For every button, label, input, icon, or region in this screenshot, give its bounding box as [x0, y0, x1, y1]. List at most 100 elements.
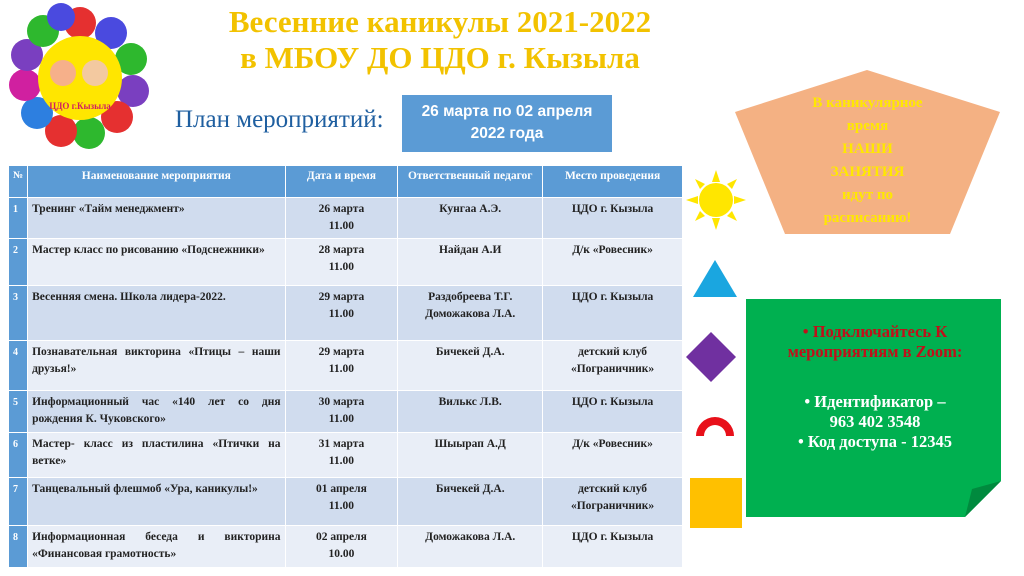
- place-line: детский клуб: [578, 483, 648, 495]
- events-table: № Наименование мероприятия Дата и время …: [7, 165, 683, 568]
- event-teacher: Бичекей Д.А.: [397, 477, 544, 526]
- arch-icon: [696, 417, 734, 436]
- page-title: Весенние каникулы 2021-2022 в МБОУ ДО ЦД…: [160, 4, 720, 76]
- teacher-name: Кунгаа А.Э.: [439, 203, 502, 215]
- schedule-note: В каникулярное время НАШИ ЗАНЯТИЯ идут п…: [775, 92, 960, 230]
- header-teacher: Ответственный педагог: [397, 165, 544, 198]
- event-place: ЦДО г. Кызыла: [542, 525, 683, 568]
- header-num: №: [7, 165, 29, 198]
- event-name: Информационная беседа и викторина «Финан…: [27, 525, 286, 568]
- teacher-name: Бичекей Д.А.: [435, 483, 505, 495]
- event-datetime: 26 марта 11.00: [284, 197, 399, 239]
- event-time: 11.00: [328, 308, 355, 320]
- table-row: 7 Танцевальный флешмоб «Ура, каникулы!» …: [7, 477, 683, 526]
- place-line: ЦДО г. Кызыла: [571, 203, 654, 215]
- event-teacher: Вилькс Л.В.: [397, 390, 544, 433]
- event-place: ЦДО г. Кызыла: [542, 285, 683, 341]
- event-time: 11.00: [328, 261, 355, 273]
- note-line: расписанию!: [823, 210, 912, 226]
- place-line: ЦДО г. Кызыла: [571, 396, 654, 408]
- row-number: 1: [7, 197, 29, 239]
- event-teacher: Бичекей Д.А.: [397, 340, 544, 391]
- event-datetime: 30 марта 11.00: [284, 390, 399, 433]
- event-time: 11.00: [328, 413, 355, 425]
- logo-petals: [9, 3, 149, 149]
- teacher-name: Шыырап А.Д: [434, 438, 506, 450]
- zoom-connect-label: Подключайтесь К мероприятиям в Zoom:: [787, 322, 963, 361]
- event-name: Информационный час «140 лет со дня рожде…: [27, 390, 286, 433]
- event-teacher: Доможакова Л.А.: [397, 525, 544, 568]
- note-line: идут по: [842, 187, 893, 203]
- date-range: 26 марта по 02 апреля: [421, 103, 593, 120]
- zoom-code-text: Код доступа - 12345: [807, 432, 953, 451]
- event-datetime: 02 апреля 10.00: [284, 525, 399, 568]
- event-datetime: 29 марта 11.00: [284, 285, 399, 341]
- event-place: Д/к «Ровесник»: [542, 238, 683, 286]
- place-line-2: «Пограничник»: [570, 500, 655, 512]
- date-year: 2022 года: [470, 125, 544, 142]
- event-date: 02 апреля: [316, 531, 367, 543]
- zoom-info: • Подключайтесь К мероприятиям в Zoom: •…: [760, 322, 990, 452]
- event-time: 11.00: [328, 363, 355, 375]
- logo: ЦДО г.Кызыла: [9, 3, 149, 149]
- header-name: Наименование мероприятия: [27, 165, 286, 198]
- event-place: детский клуб «Пограничник»: [542, 477, 683, 526]
- event-date: 30 марта: [318, 396, 365, 408]
- header-place: Место проведения: [542, 165, 683, 198]
- zoom-info-card: [746, 299, 1001, 517]
- event-teacher: Найдан А.И: [397, 238, 544, 286]
- note-line: НАШИ: [842, 141, 893, 157]
- row-number: 8: [7, 525, 29, 568]
- place-line-2: «Пограничник»: [570, 363, 655, 375]
- event-time: 11.00: [328, 455, 355, 467]
- table-row: 1 Тренинг «Тайм менеджмент» 26 марта 11.0…: [7, 197, 683, 239]
- row-number: 5: [7, 390, 29, 433]
- event-name: Мастер- класс из пластилина «Птички на в…: [27, 432, 286, 478]
- note-line: ЗАНЯТИЯ: [830, 164, 905, 180]
- table-row: 4 Познавательная викторина «Птицы – наши…: [7, 340, 683, 391]
- event-datetime: 01 апреля 11.00: [284, 477, 399, 526]
- event-place: Д/к «Ровесник»: [542, 432, 683, 478]
- event-name: Весенняя смена. Школа лидера-2022.: [27, 285, 286, 341]
- pentagon-shape: [735, 70, 1000, 234]
- event-name: Мастер класс по рисованию «Подснежники»: [27, 238, 286, 286]
- triangle-icon: [693, 260, 737, 297]
- table-row: 3 Весенняя смена. Школа лидера-2022. 29 …: [7, 285, 683, 341]
- table-row: 2 Мастер класс по рисованию «Подснежники…: [7, 238, 683, 286]
- event-date: 31 марта: [318, 438, 365, 450]
- event-teacher: Раздобреева Т.Г. Доможакова Л.А.: [397, 285, 544, 341]
- event-place: ЦДО г. Кызыла: [542, 390, 683, 433]
- zoom-connect-text: • Подключайтесь К мероприятиям в Zoom:: [787, 322, 963, 361]
- teacher-name: Раздобреева Т.Г.: [428, 291, 513, 303]
- event-time: 10.00: [328, 548, 355, 560]
- note-line: время: [846, 118, 889, 134]
- row-number: 3: [7, 285, 29, 341]
- square-icon: [690, 478, 742, 528]
- diamond-icon: [686, 332, 736, 382]
- place-line: ЦДО г. Кызыла: [571, 291, 654, 303]
- teacher-name: Бичекей Д.А.: [435, 346, 505, 358]
- teacher-name: Вилькс Л.В.: [438, 396, 502, 408]
- event-time: 11.00: [328, 500, 355, 512]
- event-name: Познавательная викторина «Птицы – наши д…: [27, 340, 286, 391]
- table-row: 5 Информационный час «140 лет со дня рож…: [7, 390, 683, 433]
- sun-icon: [686, 170, 746, 230]
- event-date: 29 марта: [318, 291, 365, 303]
- row-number: 6: [7, 432, 29, 478]
- row-number: 7: [7, 477, 29, 526]
- event-place: детский клуб «Пограничник»: [542, 340, 683, 391]
- logo-text: ЦДО г.Кызыла: [49, 101, 111, 111]
- row-number: 2: [7, 238, 29, 286]
- teacher-name-2: Доможакова Л.А.: [425, 308, 516, 320]
- event-name: Танцевальный флешмоб «Ура, каникулы!»: [27, 477, 286, 526]
- zoom-code-label: • Код доступа - 12345: [797, 432, 953, 451]
- zoom-id-label: • Идентификатор –: [804, 392, 946, 411]
- event-date: 29 марта: [318, 346, 365, 358]
- event-name: Тренинг «Тайм менеджмент»: [27, 197, 286, 239]
- teacher-name: Найдан А.И: [438, 244, 502, 256]
- event-datetime: 31 марта 11.00: [284, 432, 399, 478]
- place-line: Д/к «Ровесник»: [572, 438, 653, 450]
- plan-label: План мероприятий:: [175, 106, 384, 133]
- table-header: № Наименование мероприятия Дата и время …: [7, 165, 683, 198]
- teacher-name: Доможакова Л.А.: [425, 531, 516, 543]
